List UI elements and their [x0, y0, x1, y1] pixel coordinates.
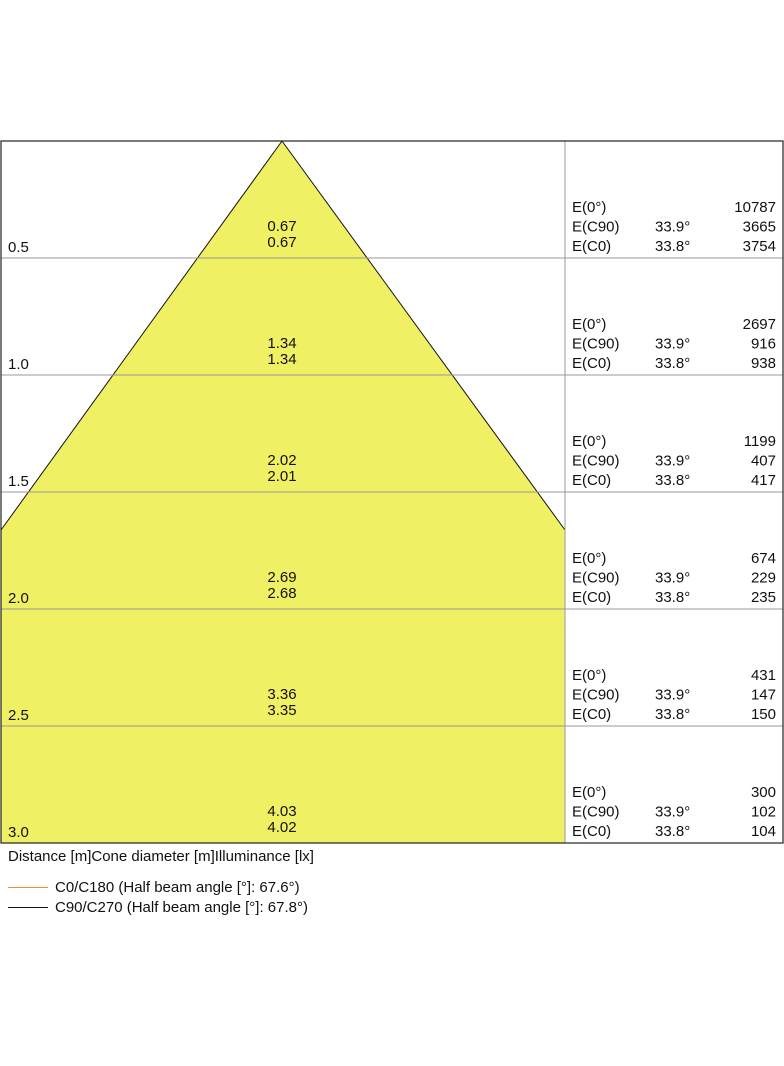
column-captions: Distance [m]Cone diameter [m]Illuminance… — [8, 848, 314, 865]
illuminance-caption: Illuminance [lx] — [214, 848, 314, 865]
illuminance-value-ec0: 104 — [751, 823, 776, 840]
distance-label: 0.5 — [8, 239, 29, 256]
legend-swatch-c90 — [8, 907, 48, 908]
cone-diameter-c0: 2.02 — [267, 452, 296, 469]
illuminance-label-ec90: E(C90) — [572, 336, 620, 353]
half-angle-ec90: 33.9° — [655, 570, 690, 587]
illuminance-value-e0: 1199 — [744, 433, 776, 450]
cone-diameter-c0: 2.69 — [267, 569, 296, 586]
legend-swatch-c0 — [8, 887, 48, 888]
cone-edge-right — [281, 140, 566, 531]
distance-label: 2.0 — [8, 590, 29, 607]
distance-label: 3.0 — [8, 824, 29, 841]
illuminance-value-ec90: 147 — [751, 687, 776, 704]
cone-diameter-caption: Cone diameter [m] — [91, 848, 215, 865]
illuminance-label-ec0: E(C0) — [572, 589, 611, 606]
cone-diameter-c90: 2.68 — [267, 585, 296, 602]
half-angle-ec90: 33.9° — [655, 687, 690, 704]
illuminance-label-ec0: E(C0) — [572, 472, 611, 489]
legend-label-c0: C0/C180 (Half beam angle [°]: 67.6°) — [55, 879, 300, 896]
cone-diameter-c0: 0.67 — [267, 218, 296, 235]
frame — [0, 140, 784, 844]
illuminance-label-e0: E(0°) — [572, 316, 606, 333]
cone-diameter-c90: 1.34 — [267, 351, 296, 368]
illuminance-value-ec0: 235 — [751, 589, 776, 606]
illuminance-label-ec0: E(C0) — [572, 706, 611, 723]
distance-caption: Distance [m] — [8, 848, 92, 865]
illuminance-value-e0: 674 — [751, 550, 776, 567]
illuminance-label-ec90: E(C90) — [572, 687, 620, 704]
half-angle-ec0: 33.8° — [655, 589, 690, 606]
cone-edge-left — [0, 140, 283, 531]
illuminance-value-ec90: 102 — [751, 804, 776, 821]
half-angle-ec90: 33.9° — [655, 804, 690, 821]
illuminance-label-ec90: E(C90) — [572, 219, 620, 236]
half-angle-ec0: 33.8° — [655, 706, 690, 723]
illuminance-value-ec90: 229 — [751, 570, 776, 587]
cone-diameter-c0: 1.34 — [267, 335, 296, 352]
illuminance-label-ec0: E(C0) — [572, 238, 611, 255]
distance-label: 1.5 — [8, 473, 29, 490]
legend-label-c90: C90/C270 (Half beam angle [°]: 67.8°) — [55, 899, 308, 916]
illuminance-value-e0: 2697 — [743, 316, 776, 333]
half-angle-ec90: 33.9° — [655, 336, 690, 353]
illuminance-value-ec0: 417 — [751, 472, 776, 489]
illuminance-label-e0: E(0°) — [572, 433, 606, 450]
illuminance-label-e0: E(0°) — [572, 550, 606, 567]
cone-diameter-c0: 4.03 — [267, 803, 296, 820]
half-angle-ec0: 33.8° — [655, 823, 690, 840]
illuminance-label-ec0: E(C0) — [572, 355, 611, 372]
cone-diameter-c90: 4.02 — [267, 819, 296, 836]
illuminance-value-ec0: 3754 — [743, 238, 776, 255]
illuminance-value-ec90: 407 — [751, 453, 776, 470]
cone-diameter-c90: 2.01 — [267, 468, 296, 485]
cone-diameter-c90: 0.67 — [267, 234, 296, 251]
illuminance-label-ec90: E(C90) — [572, 570, 620, 587]
illuminance-value-ec0: 938 — [751, 355, 776, 372]
illuminance-value-ec90: 916 — [751, 336, 776, 353]
illuminance-label-e0: E(0°) — [572, 199, 606, 216]
cone-diameter-c90: 3.35 — [267, 702, 296, 719]
illuminance-label-e0: E(0°) — [572, 784, 606, 801]
illuminance-value-e0: 10787 — [734, 199, 776, 216]
illuminance-label-ec0: E(C0) — [572, 823, 611, 840]
illuminance-label-ec90: E(C90) — [572, 453, 620, 470]
illuminance-value-ec90: 3665 — [743, 219, 776, 236]
cone-diameter-c0: 3.36 — [267, 686, 296, 703]
illuminance-label-ec90: E(C90) — [572, 804, 620, 821]
illuminance-label-e0: E(0°) — [572, 667, 606, 684]
illuminance-value-e0: 300 — [751, 784, 776, 801]
distance-label: 2.5 — [8, 707, 29, 724]
half-angle-ec0: 33.8° — [655, 355, 690, 372]
half-angle-ec90: 33.9° — [655, 453, 690, 470]
half-angle-ec0: 33.8° — [655, 238, 690, 255]
half-angle-ec0: 33.8° — [655, 472, 690, 489]
half-angle-ec90: 33.9° — [655, 219, 690, 236]
illuminance-value-ec0: 150 — [751, 706, 776, 723]
distance-label: 1.0 — [8, 356, 29, 373]
legend-item-c90: C90/C270 (Half beam angle [°]: 67.8°) — [8, 899, 308, 916]
illuminance-value-e0: 431 — [751, 667, 776, 684]
legend-item-c0: C0/C180 (Half beam angle [°]: 67.6°) — [8, 879, 300, 896]
